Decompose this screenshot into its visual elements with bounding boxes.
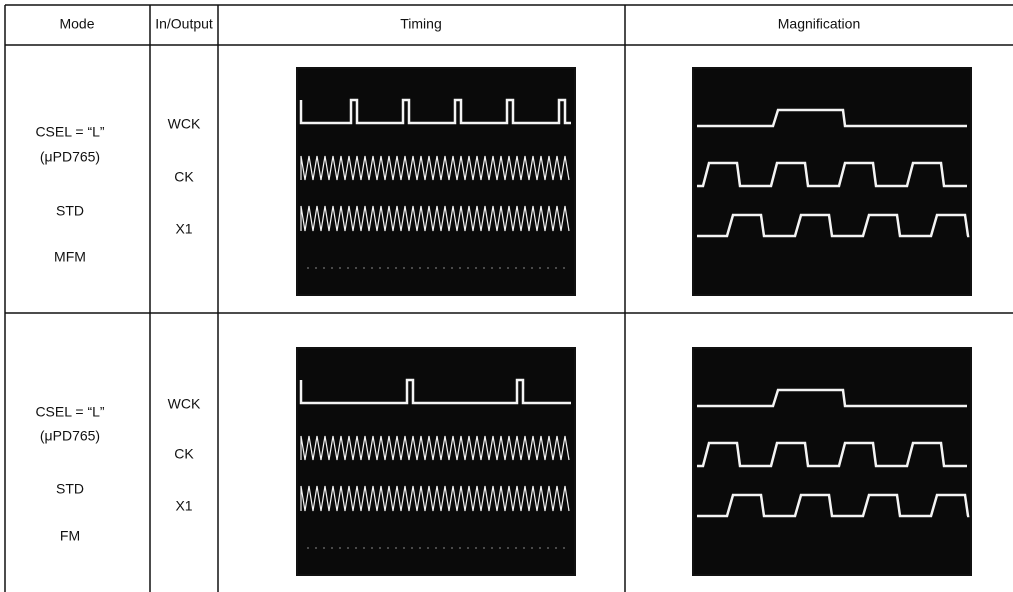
waveform — [300, 485, 570, 512]
signal-label: X1 — [175, 221, 192, 237]
oscilloscope-screen — [296, 67, 576, 296]
mode-text: STD — [56, 203, 84, 219]
waveform — [697, 161, 967, 188]
waveform — [697, 493, 970, 518]
mode-text: CSEL = “L” — [35, 404, 104, 420]
column-header: In/Output — [155, 16, 213, 32]
screen-background — [692, 67, 972, 296]
table-grid — [4, 4, 1013, 592]
waveform — [300, 435, 570, 461]
screen-background — [296, 347, 576, 576]
signal-label: WCK — [168, 396, 201, 412]
column-header: Timing — [400, 16, 442, 32]
waveform — [697, 108, 967, 128]
oscilloscope-screen — [296, 347, 576, 576]
signal-label: WCK — [168, 116, 201, 132]
mode-text: STD — [56, 481, 84, 497]
waveform — [697, 388, 967, 408]
signal-label: CK — [174, 446, 194, 462]
mode-text: (μPD765) — [40, 428, 100, 444]
mode-text: (μPD765) — [40, 149, 100, 165]
signal-label: CK — [174, 169, 194, 185]
screen-background — [692, 347, 972, 576]
column-header: Mode — [59, 16, 94, 32]
oscilloscope-screen — [692, 347, 972, 576]
column-header: Magnification — [778, 16, 861, 32]
mode-text: FM — [60, 528, 80, 544]
waveform — [697, 213, 970, 238]
mode-text: MFM — [54, 249, 86, 265]
waveform — [299, 378, 571, 405]
screen-background — [296, 67, 576, 296]
waveform — [299, 98, 571, 125]
waveform — [300, 205, 570, 232]
mode-text: CSEL = “L” — [35, 124, 104, 140]
signal-label: X1 — [175, 498, 192, 514]
oscilloscope-screen — [692, 67, 972, 296]
waveform — [697, 441, 967, 468]
waveform — [300, 155, 570, 181]
